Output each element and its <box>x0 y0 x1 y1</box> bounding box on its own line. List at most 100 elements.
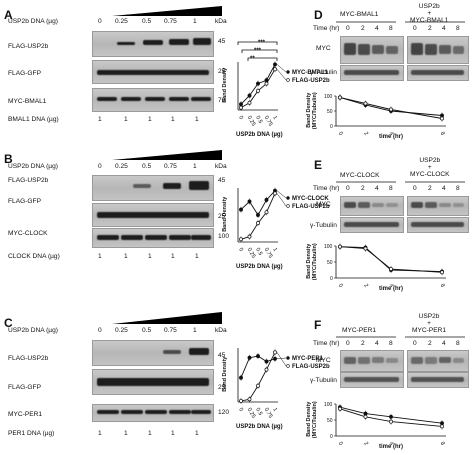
c-chart-xlabel: USP2b DNA (µg) <box>236 424 283 430</box>
dose-b-4: 1 <box>193 163 197 170</box>
dose-a-0: 0 <box>98 18 102 25</box>
a-chart-series-0-point-4 <box>273 62 277 67</box>
time-d-6: 4 <box>442 25 446 32</box>
bottom-c-1: 1 <box>124 430 128 437</box>
western-blot-c-flag-gfp <box>92 369 214 395</box>
western-blot-a-myc-bmal1 <box>92 88 214 112</box>
b-chart-ylabel-0: Band Density <box>222 196 228 232</box>
e-chart-xlabel: time (hr) <box>379 286 403 292</box>
a-chart-series-1-point-4 <box>273 67 277 72</box>
c-chart-series-1-point-1 <box>247 397 252 402</box>
bottom-b-3: 1 <box>171 253 175 260</box>
a-chart-series-1-point-3 <box>264 81 269 86</box>
western-blot-e-tubulin-left <box>340 217 404 233</box>
time-e-3: 8 <box>389 185 393 192</box>
kda-a-45: 45 <box>218 38 226 45</box>
western-blot-a-flag-usp2b <box>92 31 214 57</box>
western-blot-f-tubulin-right <box>407 372 469 388</box>
dna-gradient-wedge-a <box>112 6 222 16</box>
time-e-5: 2 <box>428 185 432 192</box>
sig-mark-a-1: *** <box>254 48 262 54</box>
d-chart-series-1-point-3 <box>440 116 444 121</box>
a-chart-series-0-point-2 <box>256 81 260 86</box>
western-blot-d-myc-right <box>407 36 469 64</box>
time-e-4: 0 <box>413 185 417 192</box>
b-chart-series-0-point-2 <box>256 213 260 217</box>
bottom-c-4: 1 <box>195 430 199 437</box>
time-f-6: 4 <box>442 340 446 347</box>
c-chart-legend-label-1: FLAG-USP2b <box>292 364 330 370</box>
group-left-d: MYC-BMAL1 <box>340 11 379 18</box>
a-chart-xtick-4: 1 <box>271 115 278 121</box>
d-chart-xlabel: time (hr) <box>379 134 403 140</box>
f-chart-series-0-point-2 <box>389 414 393 419</box>
c-chart-legend-leader-1 <box>276 352 287 367</box>
bottom-b-4: 1 <box>195 253 199 260</box>
dose-c-4: 1 <box>193 327 197 334</box>
panel-label-c: C <box>4 316 13 330</box>
time-label-f: Time (hr) <box>313 340 340 347</box>
c-chart-series-0-point-0 <box>239 375 243 380</box>
d-chart-ytick-0: 0 <box>330 124 333 130</box>
d-chart-xtick-0: 0 <box>337 131 344 137</box>
group-right-d: USP2b + MYC-BMAL1 <box>410 3 449 24</box>
c-chart-legend-label-0: MYC-PER1 <box>292 356 324 362</box>
b-chart-xlabel: USP2b DNA (µg) <box>236 264 283 270</box>
c-chart-series-1-point-3 <box>264 367 269 372</box>
panel-label-e: E <box>314 158 323 172</box>
e-chart-series-1-point-3 <box>440 270 444 275</box>
dose-a-1: 0.25 <box>115 18 128 25</box>
dna-row-label-a: USP2b DNA (µg) <box>8 18 58 25</box>
panel-label-d: D <box>314 8 323 22</box>
a-chart-xtick-3: 0.75 <box>263 115 274 127</box>
dose-c-0: 0 <box>98 327 102 334</box>
f-chart-xtick-1: 2 <box>362 441 369 447</box>
group-left-e: MYC-CLOCK <box>340 172 380 179</box>
e-chart-ytick-2: 100 <box>324 244 333 250</box>
western-blot-f-myc-left <box>340 350 404 372</box>
panel-label-f: F <box>314 318 322 332</box>
dose-a-4: 1 <box>193 18 197 25</box>
sig-mark-a-0: *** <box>258 40 266 46</box>
b-chart-legend-marker-1 <box>286 204 290 208</box>
time-d-7: 8 <box>456 25 460 32</box>
b-chart-legend-leader-1 <box>276 193 287 207</box>
blot-label-e-tubulin: γ-Tubulin <box>310 222 337 229</box>
panel-label-a: A <box>4 8 13 22</box>
b-chart-series-1-point-4 <box>273 191 277 196</box>
b-chart-xtick-1: 0.25 <box>246 247 257 259</box>
c-chart-series-1-point-0 <box>239 398 243 403</box>
bottom-row-label-a: BMAL1 DNA (µg) <box>8 116 59 123</box>
blot-label-e-myc: MYC <box>316 201 331 208</box>
f-chart-ytick-1: 50 <box>327 418 333 424</box>
western-blot-d-tubulin-left <box>340 65 404 81</box>
western-blot-e-myc-left <box>340 196 404 216</box>
a-chart-legend-marker-0 <box>286 70 290 74</box>
f-chart-ylabel-1: (MYC/Tubulin) <box>312 401 318 438</box>
time-f-7: 8 <box>456 340 460 347</box>
e-chart-ylabel-1: (MYC/Tubulin) <box>312 243 318 280</box>
f-chart-xtick-3: 8 <box>439 441 446 447</box>
a-chart-series-1-point-0 <box>239 105 243 110</box>
blot-label-c-myc-per1: MYC-PER1 <box>8 411 43 418</box>
blot-label-a-flag-gfp: FLAG-GFP <box>8 70 41 77</box>
c-chart-series-0-point-3 <box>264 359 269 364</box>
time-d-0: 0 <box>346 25 350 32</box>
bottom-b-1: 1 <box>124 253 128 260</box>
d-chart-ytick-1: 50 <box>327 109 333 115</box>
d-chart-series-1-line <box>339 97 443 119</box>
time-e-6: 4 <box>442 185 446 192</box>
kda-c-120: 120 <box>218 409 230 416</box>
c-chart-ylabel-0: Band Density <box>222 356 228 392</box>
a-chart-series-0-point-1 <box>247 93 252 98</box>
western-blot-c-flag-usp2b <box>92 340 214 366</box>
dna-gradient-wedge-b <box>112 150 222 160</box>
western-blot-b-flag-usp2b <box>92 175 214 201</box>
panel-label-b: B <box>4 152 13 166</box>
blot-label-d-tubulin: γ-Tubulin <box>310 69 337 76</box>
c-chart-legend-marker-0 <box>286 356 290 360</box>
kda-c-45: 45 <box>218 352 226 359</box>
time-d-1: 2 <box>361 25 365 32</box>
d-chart-ylabel-1: (MYC/Tubulin) <box>312 92 318 129</box>
